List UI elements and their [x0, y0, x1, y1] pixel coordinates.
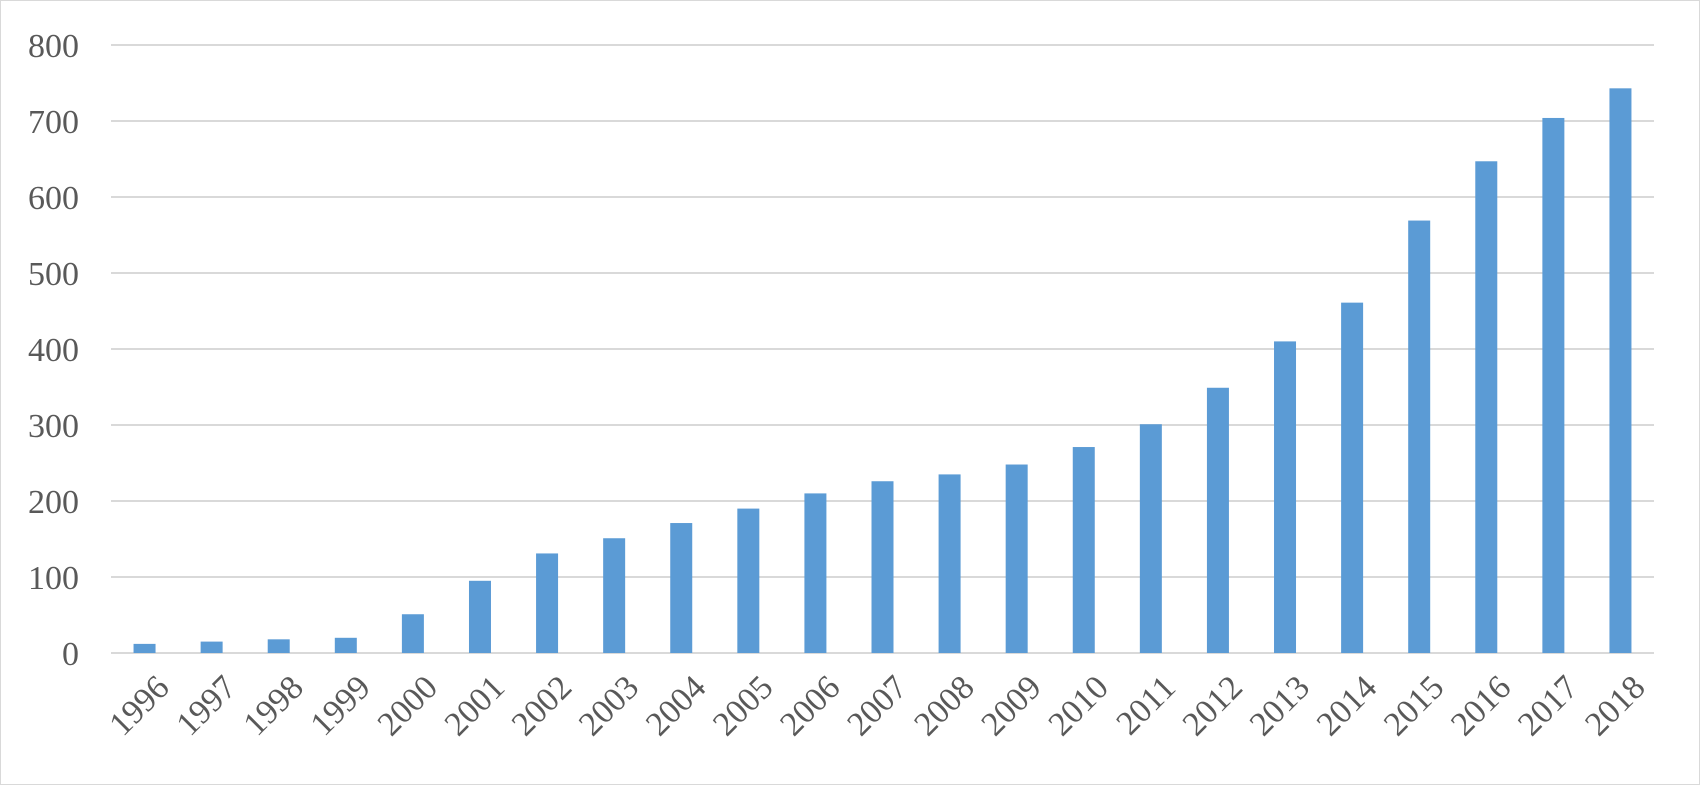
bar-2010 [1072, 447, 1095, 653]
x-tick-label: 2007 [840, 669, 914, 743]
x-tick-label: 2018 [1578, 669, 1652, 743]
bar-1996 [133, 643, 156, 653]
x-tick-label: 1996 [102, 669, 176, 743]
x-tick-label: 2005 [706, 669, 780, 743]
x-tick-label: 2012 [1176, 669, 1250, 743]
x-tick-label: 2013 [1243, 669, 1317, 743]
bar-2005 [737, 508, 760, 653]
y-tick-label: 600 [28, 180, 79, 217]
y-tick-label: 500 [28, 256, 79, 293]
bar-2014 [1341, 302, 1364, 653]
gridlines [111, 44, 1654, 654]
bar-1999 [334, 637, 357, 653]
y-tick-label: 800 [28, 28, 79, 65]
x-tick-label: 2010 [1042, 669, 1116, 743]
x-tick-label: 1997 [169, 669, 243, 743]
bar-2013 [1274, 341, 1297, 653]
x-tick-label: 1998 [237, 669, 311, 743]
y-tick-label: 100 [28, 560, 79, 597]
x-tick-label: 2011 [1110, 669, 1183, 742]
bar-1998 [267, 639, 290, 653]
bar-2016 [1475, 161, 1498, 653]
y-tick-label: 300 [28, 408, 79, 445]
bar-2011 [1139, 424, 1162, 653]
x-tick-label: 2015 [1377, 669, 1451, 743]
bar-2002 [536, 553, 559, 653]
bar-1997 [200, 641, 223, 653]
y-tick-label: 200 [28, 484, 79, 521]
bar-2007 [871, 481, 894, 653]
bar-2006 [804, 493, 827, 653]
bar-2004 [670, 523, 693, 653]
x-axis-tick-labels: 1996199719981999200020012002200320042005… [102, 669, 1652, 743]
bar-2017 [1542, 117, 1565, 653]
x-tick-label: 2017 [1511, 669, 1585, 743]
bar-2015 [1408, 220, 1431, 653]
x-tick-label: 2000 [371, 669, 445, 743]
y-tick-label: 400 [28, 332, 79, 369]
x-tick-label: 1999 [304, 669, 378, 743]
y-tick-label: 0 [62, 636, 79, 673]
bar-2018 [1609, 88, 1632, 653]
bar-2001 [468, 580, 491, 653]
x-tick-label: 2016 [1444, 669, 1518, 743]
x-tick-label: 2003 [572, 669, 646, 743]
bar-2000 [401, 614, 424, 653]
x-tick-label: 2006 [773, 669, 847, 743]
bars [133, 88, 1632, 653]
x-tick-label: 2014 [1310, 669, 1384, 743]
bar-2012 [1206, 387, 1229, 653]
x-tick-label: 2008 [907, 669, 981, 743]
x-tick-label: 2004 [639, 669, 713, 743]
y-axis-tick-labels: 0 100 200 300 400 500 600 700 800 [28, 28, 79, 673]
x-tick-label: 2002 [505, 669, 579, 743]
y-tick-label: 700 [28, 104, 79, 141]
bar-2003 [603, 538, 626, 653]
bar-2009 [1005, 464, 1028, 653]
bar-2008 [938, 474, 961, 653]
x-tick-label: 2001 [438, 669, 512, 743]
x-tick-label: 2009 [974, 669, 1048, 743]
